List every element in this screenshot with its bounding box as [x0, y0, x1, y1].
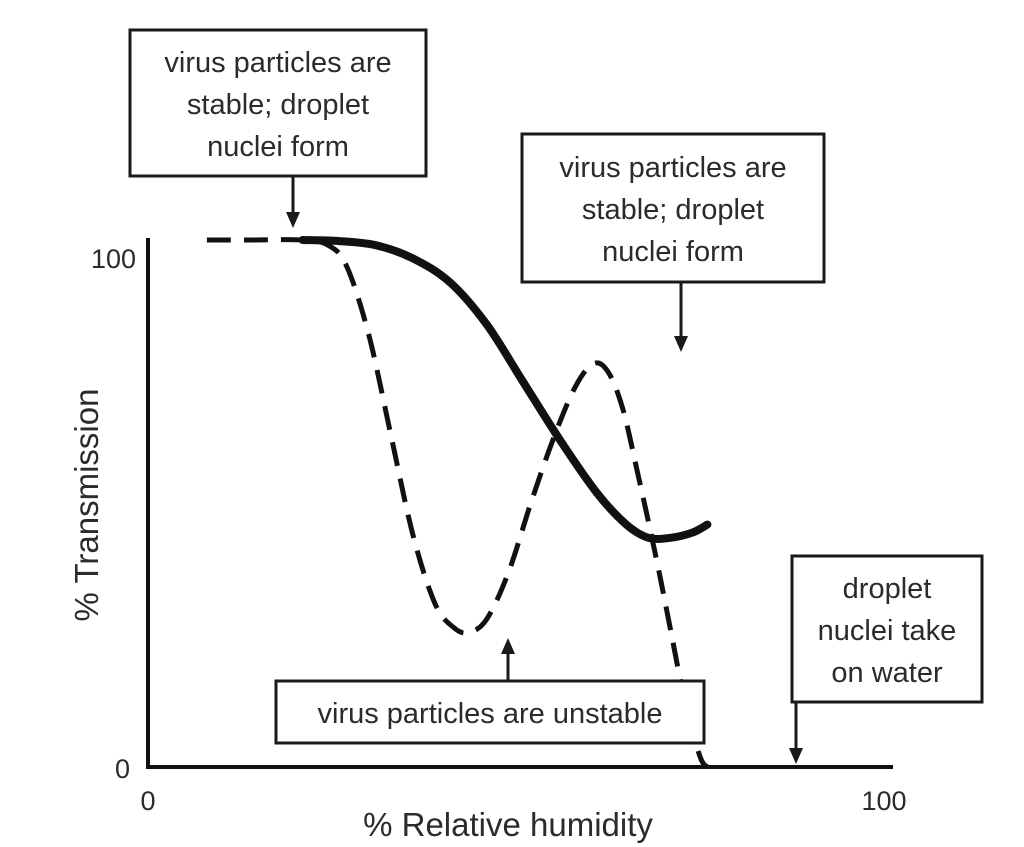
- annotation-line: virus particles are: [164, 47, 391, 79]
- arrow-head-icon: [501, 638, 515, 654]
- annotation-take-on-water: droplet nuclei take on water: [789, 554, 984, 764]
- arrow-head-icon: [674, 336, 688, 352]
- annotation-line: droplet: [843, 573, 932, 605]
- y-axis-title: % Transmission: [68, 389, 105, 622]
- annotation-line: on water: [831, 657, 943, 689]
- y-tick-label-0: 0: [115, 754, 130, 784]
- x-tick-label-100: 100: [861, 786, 906, 816]
- series-line-dashed: [206, 237, 710, 769]
- annotation-stable-left: virus particles are stable; droplet nucl…: [128, 28, 428, 228]
- annotation-line: stable; droplet: [187, 89, 369, 121]
- annotation-line: nuclei form: [207, 131, 349, 163]
- arrow-head-icon: [789, 748, 803, 764]
- annotation-line: stable; droplet: [582, 194, 764, 226]
- annotation-box: [520, 132, 826, 284]
- y-tick-label-100: 100: [91, 244, 136, 274]
- series-line-solid: [298, 236, 712, 543]
- annotation-line: nuclei form: [602, 236, 744, 268]
- x-tick-label-0: 0: [140, 786, 155, 816]
- annotation-stable-right: virus particles are stable; droplet nucl…: [520, 132, 826, 352]
- annotation-line: virus particles are unstable: [318, 698, 663, 730]
- annotation-box: [274, 679, 706, 745]
- x-axis-title: % Relative humidity: [363, 806, 653, 843]
- annotation-line: virus particles are: [559, 152, 786, 184]
- arrow-head-icon: [286, 212, 300, 228]
- axes: [146, 238, 893, 769]
- annotation-box: [128, 28, 428, 178]
- annotation-line: nuclei take: [818, 615, 957, 647]
- annotation-unstable: virus particles are unstable: [274, 638, 706, 745]
- annotation-box: [790, 554, 984, 704]
